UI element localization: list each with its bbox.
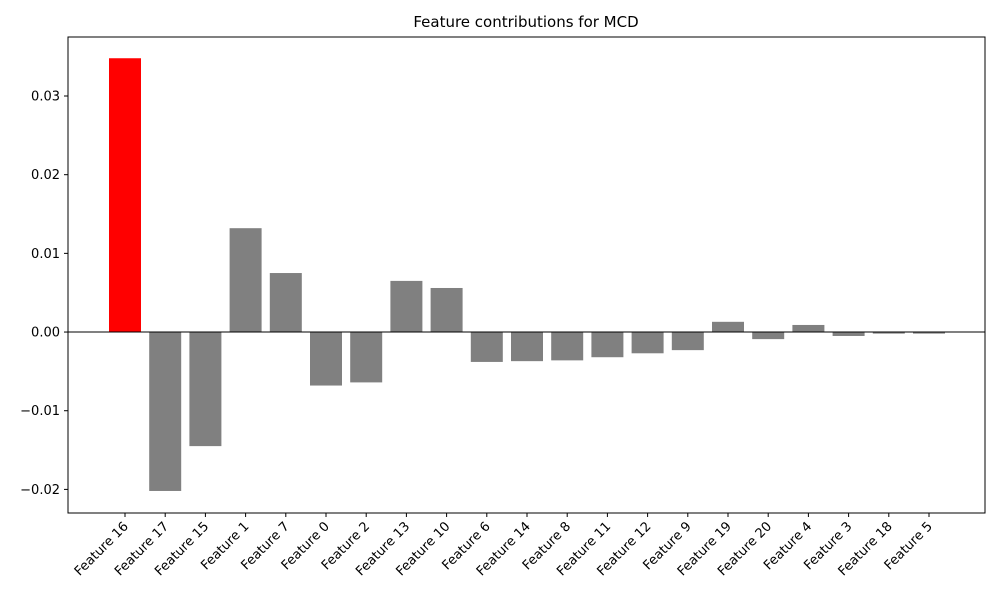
y-tick-label: 0.02 xyxy=(31,168,60,183)
bar-feature-19 xyxy=(712,321,744,333)
bar-feature-8 xyxy=(551,332,584,361)
y-tick-label: 0.03 xyxy=(31,90,60,105)
bar-feature-17 xyxy=(149,332,182,491)
bar-feature-1 xyxy=(229,228,262,333)
bar-feature-12 xyxy=(631,332,664,354)
bar-feature-4 xyxy=(792,324,825,333)
bar-feature-10 xyxy=(430,287,463,333)
bar-feature-15 xyxy=(189,332,222,447)
y-tick-label: −0.02 xyxy=(20,483,60,498)
bar-feature-13 xyxy=(390,280,423,333)
bar-feature-5 xyxy=(913,332,945,334)
bar-feature-11 xyxy=(591,332,624,358)
y-tick-label: 0.00 xyxy=(31,326,60,341)
bar-feature-14 xyxy=(511,332,543,362)
y-tick-label: 0.01 xyxy=(31,247,60,262)
bar-feature-6 xyxy=(470,332,503,362)
bar-feature-7 xyxy=(269,273,302,333)
bar-feature-3 xyxy=(832,332,865,336)
chart-title: Feature contributions for MCD xyxy=(413,13,638,31)
bars-layer xyxy=(109,58,945,491)
y-axis: −0.02 −0.01 0.00 0.01 0.02 0.03 xyxy=(20,90,68,498)
bar-feature-9 xyxy=(671,332,704,351)
bar-feature-2 xyxy=(350,332,383,383)
bar-feature-18 xyxy=(872,332,905,334)
bar-feature-16 xyxy=(109,58,141,333)
bar-feature-20 xyxy=(752,332,785,340)
y-tick-label: −0.01 xyxy=(20,404,60,419)
bar-feature-0 xyxy=(310,332,342,386)
